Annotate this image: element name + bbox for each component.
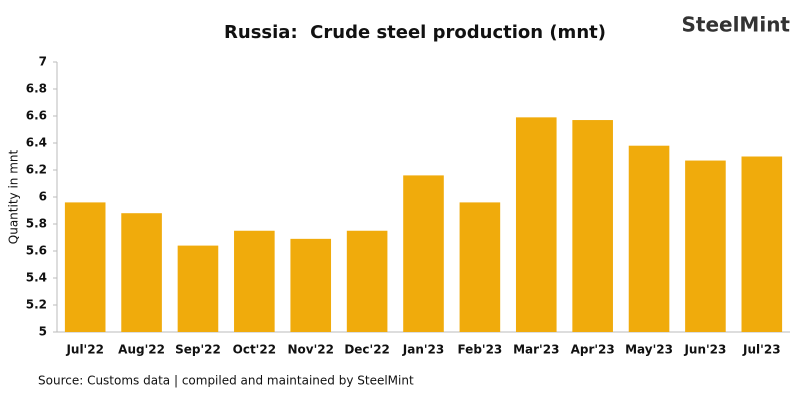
y-tick-label: 5.2 — [26, 298, 47, 312]
y-tick-label: 6.4 — [26, 136, 47, 150]
x-tick-label: Mar'23 — [513, 343, 559, 357]
x-tick-label: Jan'23 — [402, 343, 444, 357]
y-tick-label: 5 — [39, 325, 47, 339]
bar — [628, 145, 670, 332]
y-tick-label: 6.6 — [26, 109, 47, 123]
x-tick-label: Oct'22 — [233, 343, 276, 357]
x-tick-label: Feb'23 — [457, 343, 502, 357]
x-tick-label: Jun'23 — [683, 343, 726, 357]
bar — [177, 245, 219, 332]
bar — [64, 202, 106, 332]
bar — [741, 156, 783, 332]
x-tick-label: Jul'22 — [65, 343, 104, 357]
x-tick-label: Aug'22 — [118, 343, 165, 357]
y-tick-label: 6.8 — [26, 82, 47, 96]
y-tick-label: 7 — [39, 55, 47, 69]
bar — [459, 202, 501, 332]
x-tick-label: Apr'23 — [571, 343, 615, 357]
y-tick-label: 6 — [39, 190, 47, 204]
chart-title: Russia: Crude steel production (mnt) — [224, 22, 606, 43]
bar — [685, 160, 726, 332]
bar — [572, 120, 613, 332]
y-tick-label: 6.2 — [26, 163, 47, 177]
bar — [515, 117, 557, 332]
bar — [403, 175, 444, 332]
bar — [346, 230, 388, 332]
y-tick-label: 5.8 — [26, 217, 47, 231]
logo: SteelMint — [681, 13, 790, 37]
x-tick-label: Dec'22 — [344, 343, 390, 357]
bar — [290, 238, 332, 332]
x-tick-label: Jul'23 — [742, 343, 781, 357]
y-tick-label: 5.6 — [26, 244, 47, 258]
y-axis-label: Quantity in mnt — [7, 150, 21, 245]
x-tick-label: May'23 — [625, 343, 673, 357]
y-tick-label: 5.4 — [26, 271, 47, 285]
source-note: Source: Customs data | compiled and main… — [38, 374, 414, 388]
bar — [121, 213, 162, 332]
bar — [234, 230, 275, 332]
x-tick-label: Sep'22 — [175, 343, 221, 357]
x-tick-label: Nov'22 — [287, 343, 333, 357]
